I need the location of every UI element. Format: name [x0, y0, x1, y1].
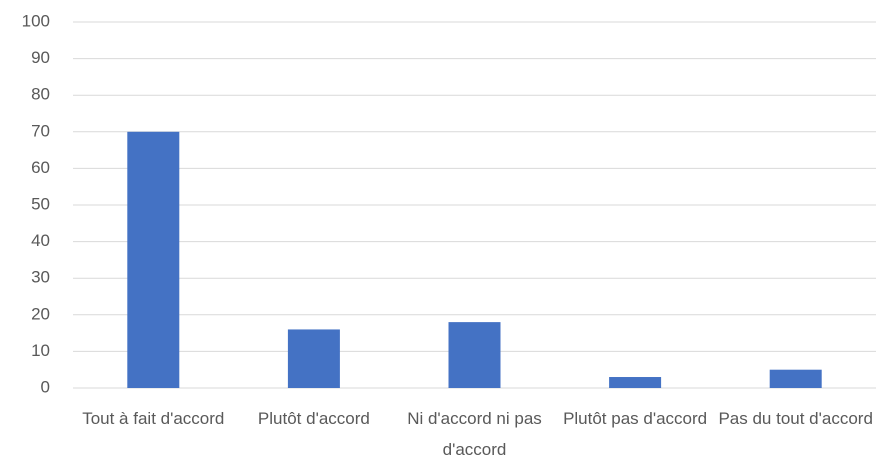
x-tick-label-box: Pas du tout d'accord	[718, 409, 873, 428]
y-tick-label: 80	[31, 85, 50, 104]
y-tick-label: 30	[31, 268, 50, 287]
x-tick-label-box: Plutôt d'accord	[257, 409, 370, 428]
y-tick-label: 70	[31, 121, 50, 140]
x-tick-label-box: Ni d'accord ni pas d'accord	[407, 409, 542, 459]
x-tick-label: Ni d'accord ni pas d'accord	[407, 409, 542, 459]
x-tick-label: Plutôt d'accord	[257, 409, 370, 428]
y-tick-label: 20	[31, 304, 50, 323]
bar	[769, 369, 822, 388]
bar	[448, 322, 501, 388]
x-tick-label: Pas du tout d'accord	[718, 409, 873, 428]
y-tick-label: 50	[31, 194, 50, 213]
x-tick-label-box: Tout à fait d'accord	[82, 409, 225, 428]
y-tick-label: 10	[31, 341, 50, 360]
x-tick-label-box: Plutôt pas d'accord	[563, 409, 708, 428]
x-tick-label: Tout à fait d'accord	[82, 409, 225, 428]
y-tick-label: 90	[31, 48, 50, 67]
bar	[609, 377, 662, 388]
bar	[127, 131, 180, 389]
bar	[287, 329, 340, 388]
x-tick-label: Plutôt pas d'accord	[563, 409, 708, 428]
y-tick-label: 100	[22, 11, 50, 30]
y-tick-label: 40	[31, 231, 50, 250]
y-tick-label: 60	[31, 158, 50, 177]
y-tick-label: 0	[41, 377, 50, 396]
